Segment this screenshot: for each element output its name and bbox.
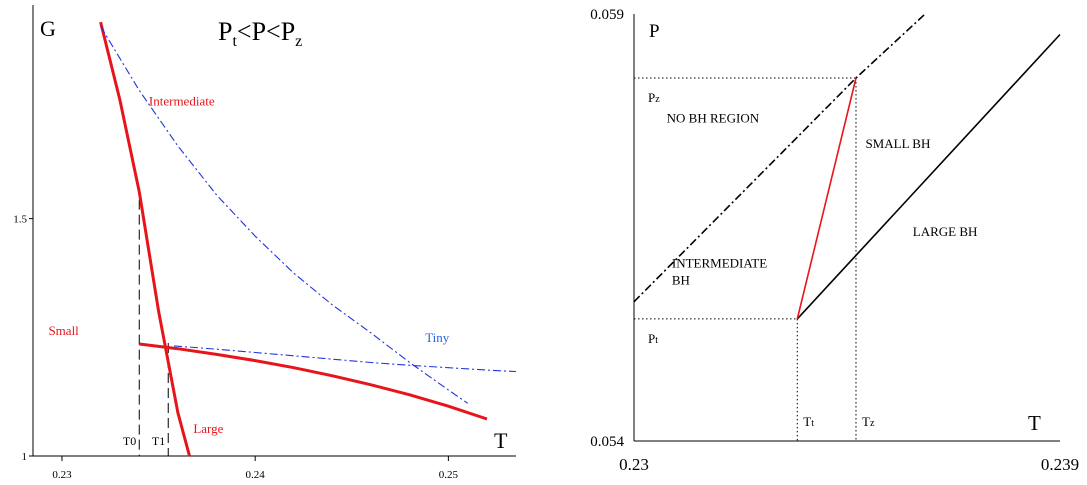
phase-boundary-2 <box>797 78 856 319</box>
y-tick-label: 1 <box>22 451 28 463</box>
y-tick-label: 0.059 <box>590 7 624 23</box>
guide-label-pz: Pz <box>648 90 660 105</box>
guide-sub: z <box>870 418 875 429</box>
vline-label: T0 <box>123 434 136 448</box>
gibbs-energy-chart: 0.23 0.24 0.25 1 1.5 G T Pt<P<Pz T0 T1 Intermediat… <box>13 5 516 481</box>
title-subscript: z <box>295 33 302 50</box>
x-tick-label: 0.23 <box>619 455 649 474</box>
guide-label-tt: Tt <box>803 414 814 429</box>
region-label: NO BH REGION <box>667 110 760 125</box>
guide-sub: z <box>655 94 660 105</box>
phase-boundary-1 <box>797 35 1060 319</box>
guide-letter: P <box>648 90 655 105</box>
x-axis-label: T <box>1028 411 1041 435</box>
y-tick-label: 1.5 <box>13 214 27 226</box>
region-label: SMALL BH <box>865 136 930 151</box>
annotation-large: Large <box>193 421 223 436</box>
x-tick-label: 0.239 <box>1041 455 1079 474</box>
guide-letter: T <box>803 414 811 429</box>
y-axis-label: P <box>649 21 660 42</box>
series-small <box>139 344 487 419</box>
region-label: LARGE BH <box>913 224 978 239</box>
region-label: INTERMEDIATE <box>672 256 767 271</box>
series-large <box>101 22 190 456</box>
chart-title: Pt<P<Pz <box>218 17 302 50</box>
y-tick-label: 0.054 <box>590 434 624 450</box>
annotation-intermediate: Intermediate <box>149 94 215 109</box>
title-part: P <box>218 17 232 46</box>
guide-letter: P <box>648 331 655 346</box>
region-label: BH <box>672 273 690 288</box>
x-axis-label: T <box>494 428 508 453</box>
x-tick-label: 0.25 <box>439 469 459 481</box>
guide-label-tz: Tz <box>862 414 875 429</box>
series-tiny <box>174 346 516 372</box>
guide-label-pt: Pt <box>648 331 658 346</box>
annotation-tiny: Tiny <box>425 330 450 345</box>
annotation-small: Small <box>48 323 79 338</box>
guide-sub: t <box>655 335 658 346</box>
x-tick-label: 0.23 <box>52 469 72 481</box>
guide-sub: t <box>811 418 814 429</box>
guide-letter: T <box>862 414 870 429</box>
y-axis-label: G <box>40 16 56 41</box>
vline-label: T1 <box>152 434 165 448</box>
x-tick-label: 0.24 <box>246 469 266 481</box>
title-part: <P<P <box>237 17 295 46</box>
